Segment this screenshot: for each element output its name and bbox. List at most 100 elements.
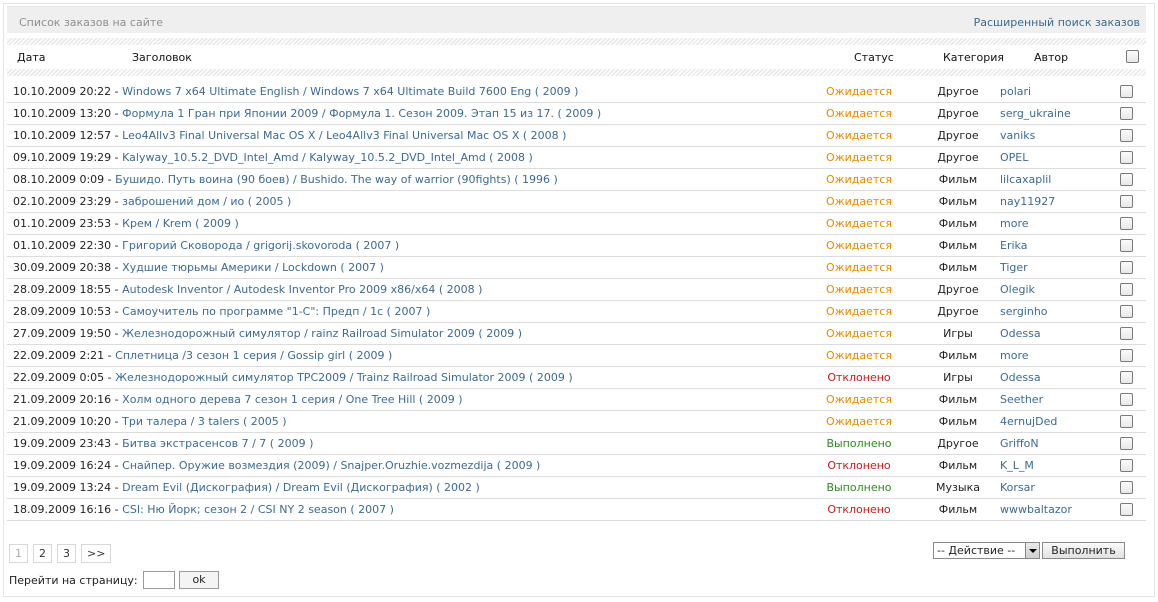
order-author[interactable]: Tiger — [998, 256, 1106, 279]
row-checkbox[interactable] — [1119, 437, 1133, 451]
table-row: 19.09.2009 23:43 - Битва экстрасенсов 7 … — [7, 432, 1146, 455]
order-title-link[interactable]: Снайпер. Оружие возмездия (2009) / Snajp… — [122, 459, 541, 472]
order-title-link[interactable]: Kalyway_10.5.2_DVD_Intel_Amd / Kalyway_1… — [122, 151, 533, 164]
order-date: 01.10.2009 22:30 — [13, 239, 112, 252]
select-all-checkbox[interactable] — [1126, 50, 1139, 63]
order-title-link[interactable]: Худшие тюрьмы Америки / Lockdown ( 2007 … — [122, 261, 384, 274]
order-author[interactable]: K_L_M — [998, 454, 1106, 477]
order-author[interactable]: more — [998, 212, 1106, 235]
page-link[interactable]: >> — [81, 544, 112, 563]
order-title-link[interactable]: Формула 1 Гран при Японии 2009 / Формула… — [122, 107, 602, 120]
order-author[interactable]: wwwbaltazor — [998, 498, 1106, 521]
run-action-button[interactable]: Выполнить — [1042, 542, 1125, 559]
row-checkbox[interactable] — [1119, 349, 1133, 363]
order-author[interactable]: OPEL — [998, 146, 1106, 169]
status-text: Ожидается — [826, 129, 892, 142]
row-checkbox[interactable] — [1119, 107, 1133, 121]
goto-page-button[interactable]: ok — [179, 571, 219, 589]
order-title-link[interactable]: Крем / Krem ( 2009 ) — [122, 217, 239, 230]
order-title-link[interactable]: Три талера / 3 talers ( 2005 ) — [122, 415, 287, 428]
row-checkbox[interactable] — [1119, 327, 1133, 341]
order-title-link[interactable]: Dream Evil (Дискография) / Dream Evil (Д… — [122, 481, 480, 494]
table-row: 30.09.2009 20:38 - Худшие тюрьмы Америки… — [7, 256, 1146, 279]
row-checkbox[interactable] — [1119, 393, 1133, 407]
order-title-link[interactable]: Leo4Allv3 Final Universal Mac OS X / Leo… — [122, 129, 567, 142]
order-category: Фильм — [918, 344, 998, 367]
order-category: Музыка — [918, 476, 998, 499]
order-title-link[interactable]: Битва экстрасенсов 7 / 7 ( 2009 ) — [122, 437, 314, 450]
table-row: 09.10.2009 19:29 - Kalyway_10.5.2_DVD_In… — [7, 146, 1146, 169]
order-author[interactable]: serginho — [998, 300, 1106, 323]
order-author[interactable]: Seether — [998, 388, 1106, 411]
page-link[interactable]: 1 — [9, 544, 28, 563]
order-author[interactable]: Olegik — [998, 278, 1106, 301]
row-checkbox-cell — [1106, 300, 1146, 323]
order-title-link[interactable]: Холм одного дерева 7 сезон 1 серия / One… — [122, 393, 463, 406]
order-status: Ожидается — [800, 168, 918, 191]
order-title-link[interactable]: Бушидо. Путь воина (90 боев) / Bushido. … — [115, 173, 558, 186]
order-author[interactable]: 4ernujDed — [998, 410, 1106, 433]
advanced-search-link[interactable]: Расширенный поиск заказов — [973, 16, 1140, 29]
row-checkbox[interactable] — [1119, 371, 1133, 385]
order-cell: 08.10.2009 0:09 - Бушидо. Путь воина (90… — [7, 168, 800, 191]
order-author[interactable]: Odessa — [998, 322, 1106, 345]
row-checkbox[interactable] — [1119, 129, 1133, 143]
row-checkbox-cell — [1106, 190, 1146, 213]
row-checkbox[interactable] — [1119, 195, 1133, 209]
order-category: Фильм — [918, 454, 998, 477]
table-row: 19.09.2009 13:24 - Dream Evil (Дискограф… — [7, 476, 1146, 499]
order-author[interactable]: serg_ukraine — [998, 102, 1106, 125]
order-cell: 18.09.2009 16:16 - CSI: Ню Йорк; сезон 2… — [7, 498, 800, 521]
order-status: Ожидается — [800, 234, 918, 257]
order-author[interactable]: polari — [998, 81, 1106, 103]
row-checkbox[interactable] — [1119, 503, 1133, 517]
row-checkbox[interactable] — [1119, 239, 1133, 253]
order-title-link[interactable]: CSI: Ню Йорк; сезон 2 / CSI NY 2 season … — [122, 503, 394, 516]
row-checkbox[interactable] — [1119, 261, 1133, 275]
page-link[interactable]: 2 — [33, 544, 52, 563]
action-select[interactable]: -- Действие -- — [933, 542, 1040, 559]
order-author[interactable]: Odessa — [998, 366, 1106, 389]
order-date: 10.10.2009 12:57 — [13, 129, 112, 142]
row-checkbox[interactable] — [1119, 415, 1133, 429]
table-row: 28.09.2009 10:53 - Самоучитель по програ… — [7, 300, 1146, 323]
order-status: Ожидается — [800, 410, 918, 433]
table-row: 22.09.2009 2:21 - Сплетница /3 сезон 1 с… — [7, 344, 1146, 367]
order-author[interactable]: vaniks — [998, 124, 1106, 147]
order-title-link[interactable]: Самоучитель по программе "1-С": Предп / … — [122, 305, 431, 318]
row-checkbox[interactable] — [1119, 481, 1133, 495]
order-date: 27.09.2009 19:50 — [13, 327, 112, 340]
order-title-link[interactable]: Григорий Сковорода / grigorij.skovoroda … — [122, 239, 400, 252]
row-checkbox[interactable] — [1119, 85, 1133, 99]
order-category: Фильм — [918, 256, 998, 279]
order-title-link[interactable]: Железнодорожный симулятор TPC2009 / Trai… — [115, 371, 573, 384]
order-cell: 01.10.2009 23:53 - Крем / Krem ( 2009 ) — [7, 212, 800, 235]
order-title-link[interactable]: заброшений дом / ио ( 2005 ) — [122, 195, 292, 208]
table-row: 22.09.2009 0:05 - Железнодорожный симуля… — [7, 366, 1146, 389]
page-link[interactable]: 3 — [57, 544, 76, 563]
order-title-link[interactable]: Сплетница /3 сезон 1 серия / Gossip girl… — [115, 349, 393, 362]
order-author[interactable]: more — [998, 344, 1106, 367]
order-title-link[interactable]: Windows 7 x64 Ultimate English / Windows… — [122, 85, 579, 98]
order-title-link[interactable]: Железнодорожный симулятор / rainz Railro… — [122, 327, 522, 340]
row-checkbox[interactable] — [1119, 283, 1133, 297]
row-checkbox[interactable] — [1119, 217, 1133, 231]
chevron-down-icon[interactable] — [1025, 543, 1039, 558]
row-checkbox[interactable] — [1119, 173, 1133, 187]
table-header-divider — [7, 69, 1146, 76]
order-author[interactable]: Erika — [998, 234, 1106, 257]
order-separator: - — [104, 173, 116, 186]
row-checkbox[interactable] — [1119, 459, 1133, 473]
order-status: Ожидается — [800, 190, 918, 213]
status-text: Ожидается — [826, 195, 892, 208]
order-author[interactable]: lilcaxaplil — [998, 168, 1106, 191]
table-row: 10.10.2009 13:20 - Формула 1 Гран при Яп… — [7, 102, 1146, 125]
order-author[interactable]: Korsar — [998, 476, 1106, 499]
order-author[interactable]: nay11927 — [998, 190, 1106, 213]
order-separator: - — [111, 85, 123, 98]
row-checkbox[interactable] — [1119, 151, 1133, 165]
order-title-link[interactable]: Autodesk Inventor / Autodesk Inventor Pr… — [122, 283, 483, 296]
row-checkbox[interactable] — [1119, 305, 1133, 319]
goto-page-input[interactable] — [143, 571, 175, 589]
order-author[interactable]: GriffoN — [998, 432, 1106, 455]
